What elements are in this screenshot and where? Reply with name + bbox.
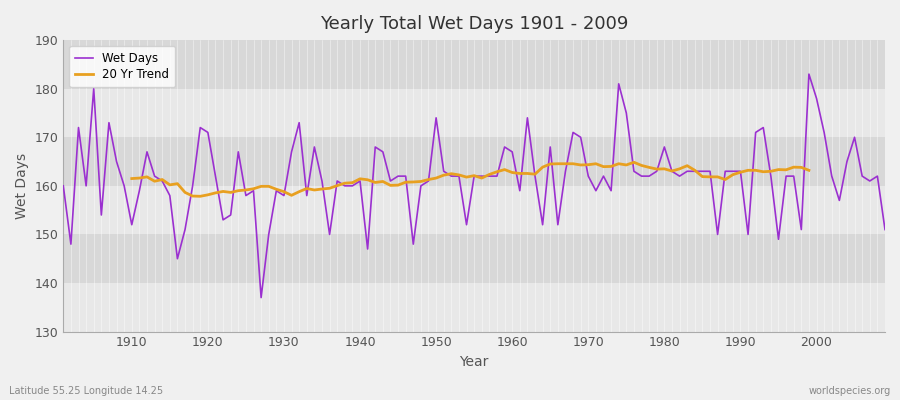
Wet Days — [339, 184, 350, 188]
20 Yr Trend — [225, 190, 236, 195]
Y-axis label: Wet Days: Wet Days — [15, 153, 29, 219]
Text: worldspecies.org: worldspecies.org — [809, 386, 891, 396]
20 Yr Trend — [628, 160, 639, 165]
20 Yr Trend — [339, 181, 350, 186]
Line: 20 Yr Trend: 20 Yr Trend — [131, 162, 809, 196]
Bar — [63, 40, 885, 89]
Legend: Wet Days, 20 Yr Trend: Wet Days, 20 Yr Trend — [69, 46, 176, 87]
Wet Days — [119, 184, 130, 188]
Bar — [63, 186, 885, 234]
Wet Days — [515, 188, 526, 193]
Bar — [63, 89, 885, 137]
20 Yr Trend — [788, 165, 799, 170]
Wet Days — [256, 295, 266, 300]
Bar — [63, 283, 885, 332]
20 Yr Trend — [126, 176, 137, 181]
Wet Days — [293, 120, 304, 125]
Bar — [63, 137, 885, 186]
Line: Wet Days: Wet Days — [63, 74, 885, 298]
20 Yr Trend — [606, 164, 616, 169]
Text: Latitude 55.25 Longitude 14.25: Latitude 55.25 Longitude 14.25 — [9, 386, 163, 396]
20 Yr Trend — [720, 177, 731, 182]
Wet Days — [606, 188, 616, 193]
Wet Days — [879, 227, 890, 232]
Wet Days — [507, 150, 517, 154]
20 Yr Trend — [804, 168, 814, 173]
Wet Days — [58, 184, 68, 188]
20 Yr Trend — [194, 194, 205, 199]
Bar — [63, 234, 885, 283]
20 Yr Trend — [705, 174, 716, 179]
X-axis label: Year: Year — [460, 355, 489, 369]
Wet Days — [804, 72, 814, 76]
Title: Yearly Total Wet Days 1901 - 2009: Yearly Total Wet Days 1901 - 2009 — [320, 15, 628, 33]
